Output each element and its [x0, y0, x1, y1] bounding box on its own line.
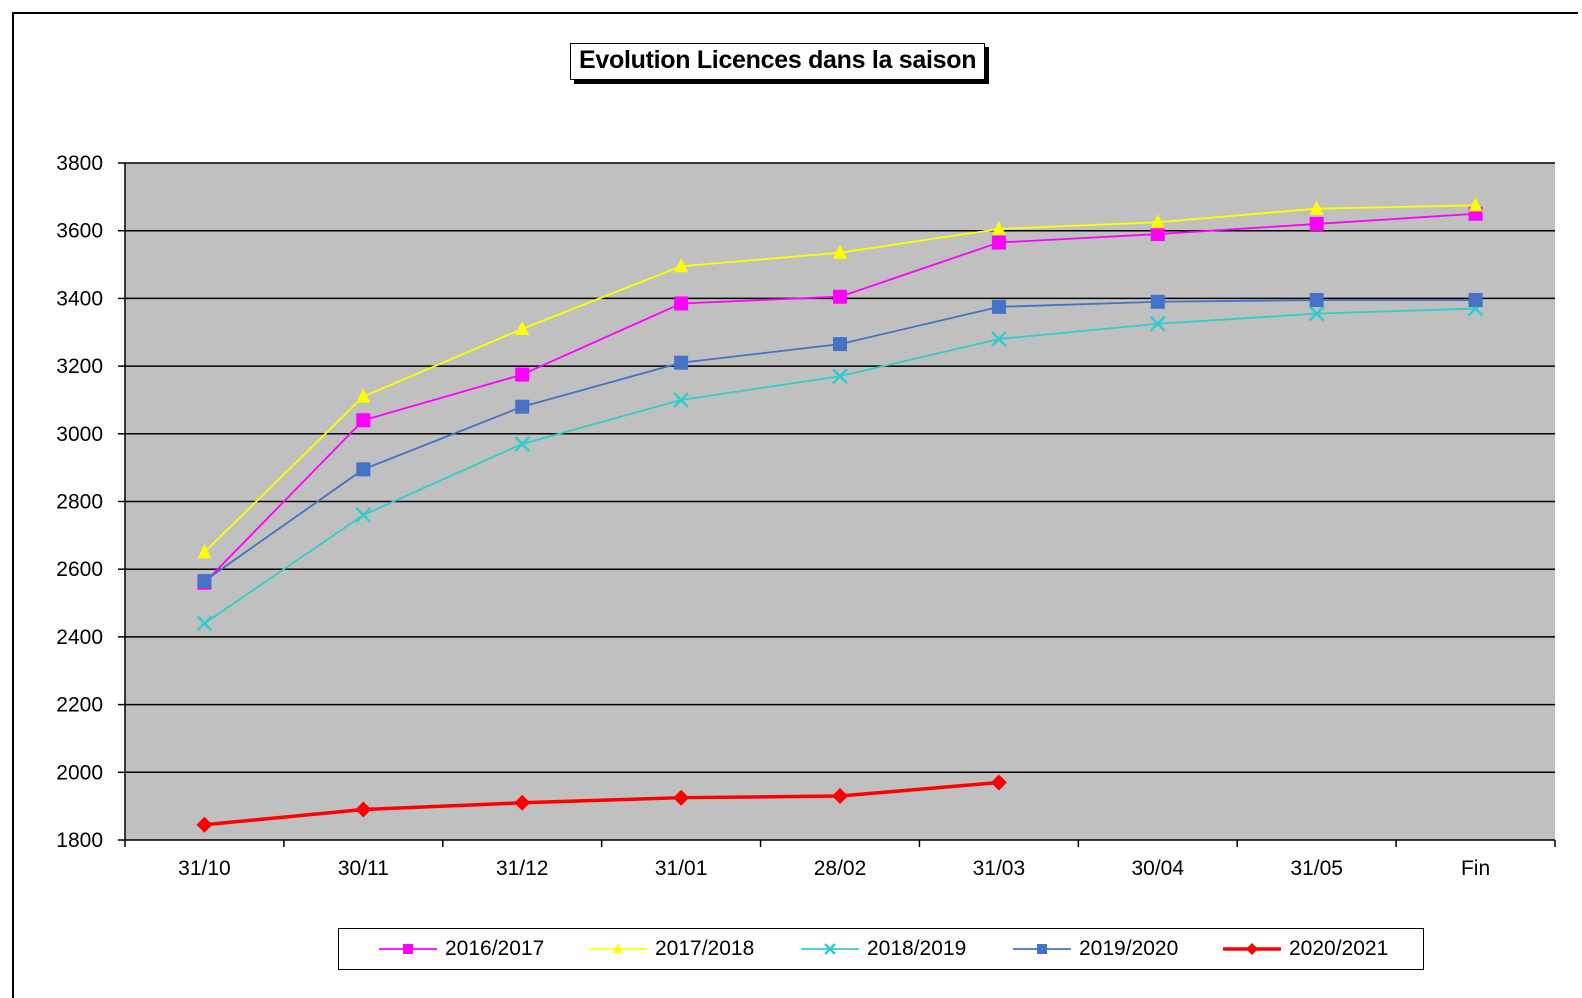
data-point-2019-2020 [674, 355, 689, 370]
legend-marker [1037, 944, 1047, 954]
x-tick-label: 28/02 [814, 857, 867, 880]
data-point-2016-2017 [991, 235, 1006, 250]
data-point-2017-2018 [515, 320, 530, 335]
x-tick-label: 31/10 [178, 857, 231, 880]
legend-item: 2018/2019 [799, 929, 966, 969]
data-point-2017-2018 [1468, 197, 1483, 212]
y-tick-label: 3600 [56, 220, 103, 243]
y-tick-label: 2400 [56, 626, 103, 649]
data-point-2016-2017 [1150, 227, 1165, 242]
data-point-2017-2018 [674, 258, 689, 273]
series-2019-2020 [197, 293, 1483, 589]
chart-title: Evolution Licences dans la saison [570, 43, 986, 80]
data-point-2016-2017 [515, 367, 530, 382]
legend-label: 2019/2020 [1079, 937, 1179, 960]
data-point-2018-2019 [673, 392, 689, 408]
data-point-2017-2018 [197, 544, 212, 559]
legend-marker [1246, 943, 1258, 955]
data-point-2020-2021 [990, 774, 1007, 791]
data-point-2018-2019 [196, 615, 213, 632]
data-point-2019-2020 [197, 574, 212, 589]
data-point-2019-2020 [515, 399, 530, 414]
data-point-2016-2017 [674, 296, 689, 311]
data-point-2018-2019 [1308, 305, 1325, 322]
data-point-2017-2018 [1309, 200, 1324, 215]
x-tick-label: 30/11 [338, 857, 389, 880]
data-point-2019-2020 [1468, 293, 1483, 308]
data-point-2018-2019 [991, 331, 1007, 347]
data-point-2020-2021 [355, 801, 372, 818]
data-point-2018-2019 [355, 507, 372, 523]
data-point-2018-2019 [514, 436, 531, 452]
data-point-2016-2017 [1309, 216, 1324, 231]
legend-item: 2016/2017 [377, 929, 544, 969]
legend-label: 2020/2021 [1289, 937, 1389, 960]
legend-label: 2018/2019 [867, 937, 967, 960]
y-tick-label: 1800 [56, 829, 103, 852]
data-point-2020-2021 [196, 816, 213, 833]
data-point-2016-2017 [356, 413, 371, 428]
legend: 2016/2017 2017/2018 2018/2019 2019/2020 2020… [338, 928, 1424, 970]
series-2020-2021 [196, 774, 1007, 833]
data-point-2020-2021 [673, 789, 690, 806]
data-point-2019-2020 [356, 462, 371, 477]
axes: 1800 2000 2200 2400 2600 2800 3000 3200 3400 3600… [56, 152, 1556, 880]
legend-swatch [1223, 943, 1281, 955]
data-point-2019-2020 [991, 299, 1006, 314]
x-tick-label: 31/05 [1290, 857, 1343, 880]
legend-marker [403, 944, 413, 954]
data-point-2019-2020 [833, 337, 847, 352]
legend-swatch [1013, 944, 1071, 954]
legend-swatch [801, 943, 859, 955]
y-tick-label: 3400 [56, 287, 103, 310]
data-point-2020-2021 [832, 787, 848, 804]
data-point-2017-2018 [991, 221, 1006, 236]
legend-item: 2020/2021 [1221, 929, 1388, 969]
series-line-2020-2021 [204, 780, 1000, 827]
x-tick-label: 30/04 [1131, 857, 1184, 880]
data-point-2017-2018 [833, 244, 847, 259]
legend-item: 2017/2018 [587, 929, 754, 969]
data-point-2019-2020 [1150, 294, 1165, 309]
y-tick-label: 3000 [56, 423, 103, 446]
x-tick-label: 31/03 [973, 857, 1026, 880]
y-tick-label: 2800 [56, 491, 103, 514]
legend-marker [824, 943, 836, 955]
y-tick-label: 3200 [56, 355, 103, 378]
data-point-2017-2018 [356, 388, 371, 403]
data-point-2018-2019 [832, 368, 848, 385]
series-layer [196, 197, 1484, 833]
grid-lines [125, 162, 1555, 774]
legend-marker [613, 943, 623, 953]
series-2017-2018 [197, 197, 1483, 559]
y-tick-label: 2600 [56, 558, 103, 581]
y-tick-label: 3800 [56, 152, 103, 175]
x-tick-label: Fin [1461, 857, 1490, 880]
x-tick-label: 31/12 [496, 857, 549, 880]
legend-item: 2019/2020 [1011, 929, 1178, 969]
data-point-2019-2020 [1309, 293, 1324, 308]
legend-swatch [379, 944, 437, 954]
data-point-2016-2017 [833, 289, 847, 304]
data-point-2017-2018 [1150, 214, 1165, 229]
legend-label: 2016/2017 [445, 937, 545, 960]
data-point-2018-2019 [1149, 315, 1166, 332]
y-tick-label: 2200 [56, 694, 103, 717]
x-tick-label: 31/01 [655, 857, 708, 880]
series-2018-2019 [196, 300, 1484, 632]
legend-swatch [589, 943, 647, 953]
data-point-2020-2021 [514, 794, 531, 811]
legend-label: 2017/2018 [655, 937, 755, 960]
y-tick-label: 2000 [56, 761, 103, 784]
